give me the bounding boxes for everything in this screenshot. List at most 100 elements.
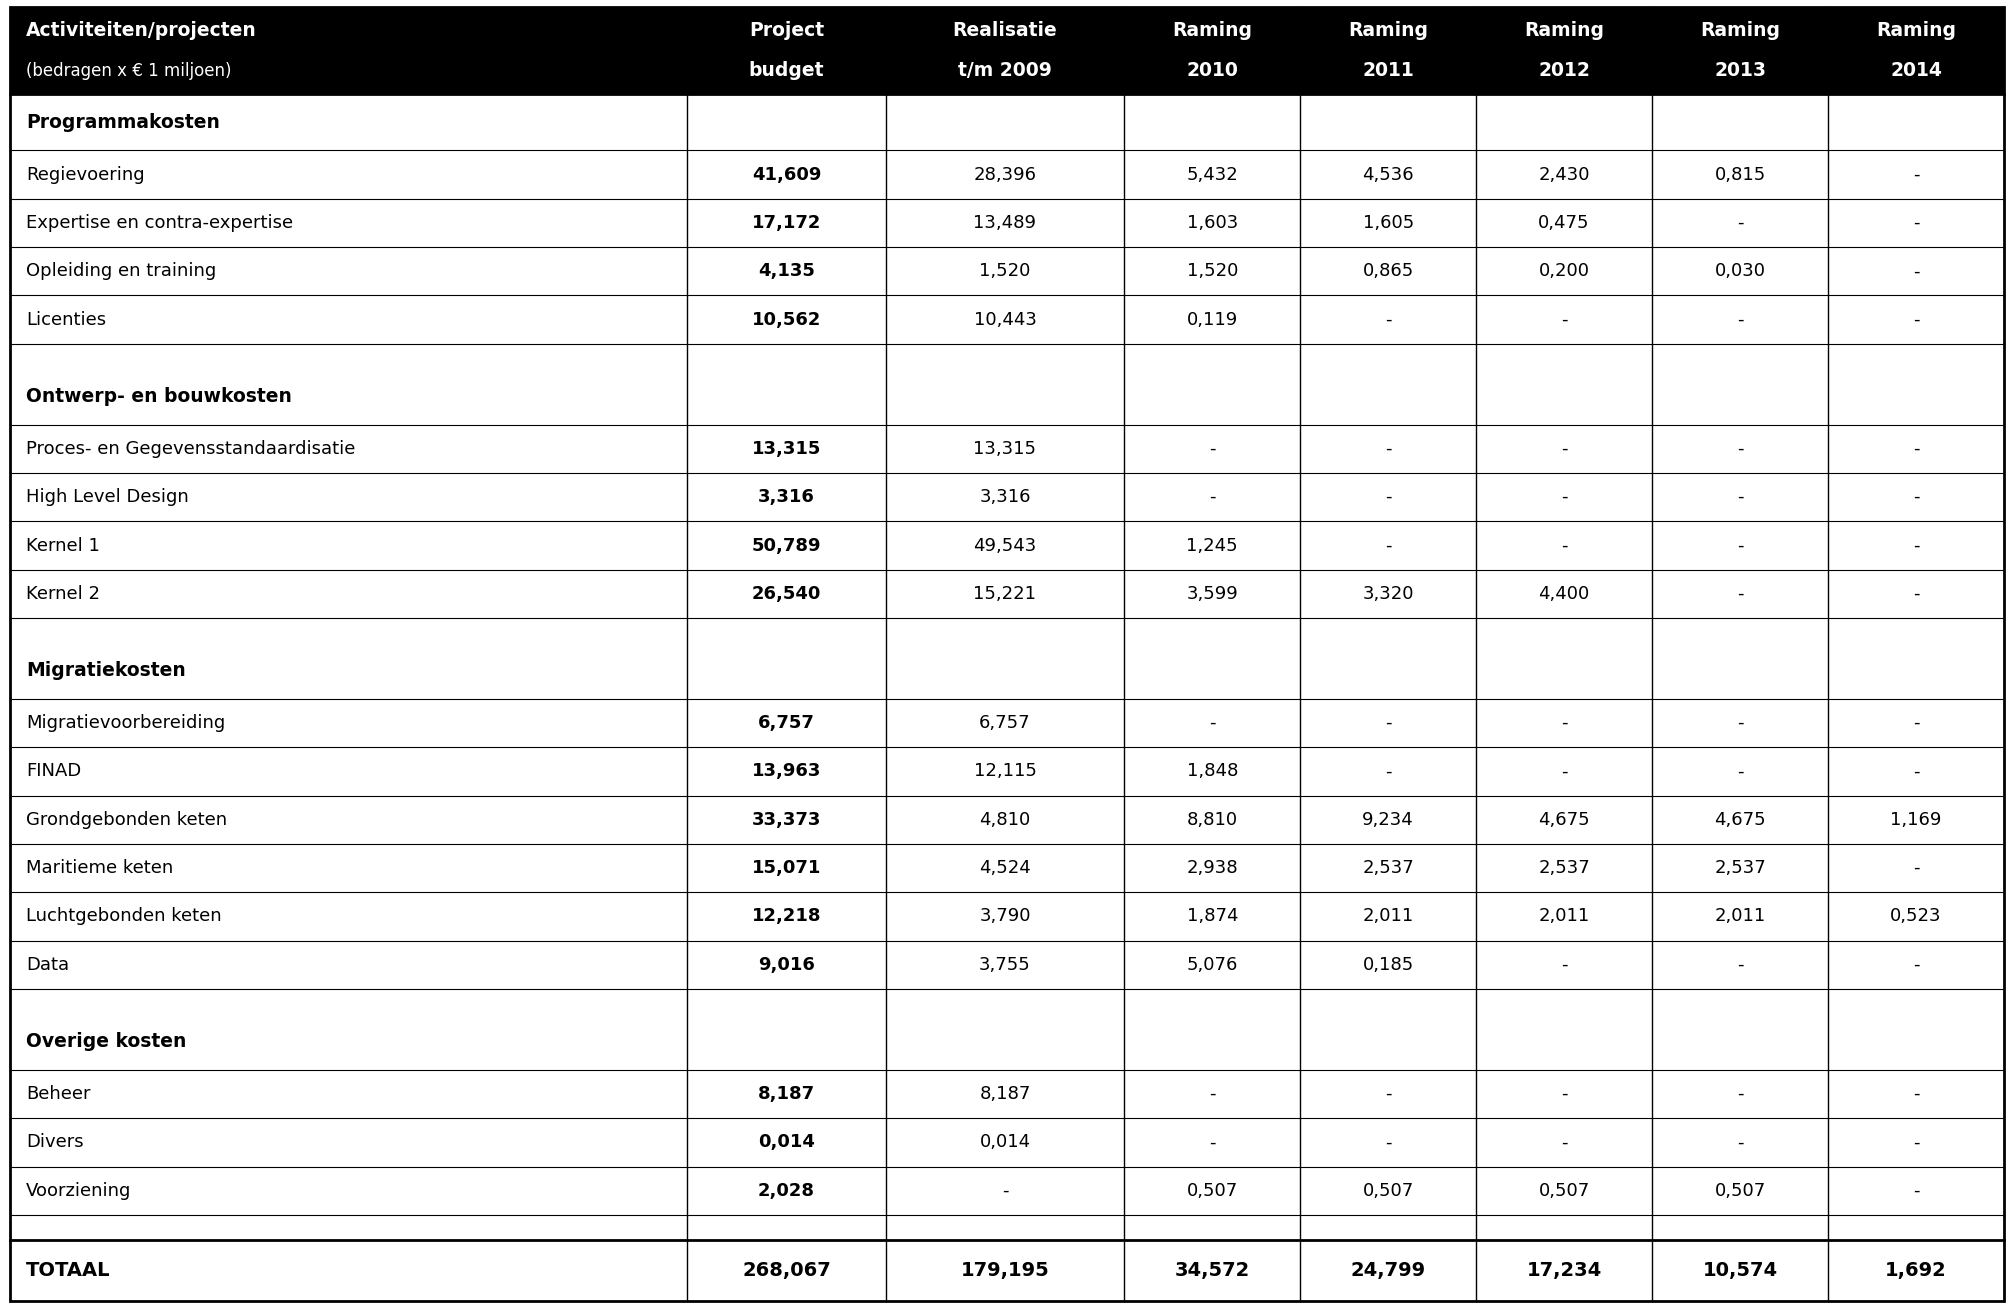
Text: -: -: [1386, 439, 1392, 458]
Text: -: -: [1208, 1086, 1216, 1103]
Text: -: -: [1913, 956, 1919, 973]
Text: 15,221: 15,221: [973, 585, 1037, 603]
Text: 2,537: 2,537: [1361, 859, 1414, 878]
Text: 0,523: 0,523: [1891, 908, 1941, 926]
Text: 13,489: 13,489: [973, 215, 1037, 232]
Text: -: -: [1561, 1086, 1567, 1103]
Text: 1,874: 1,874: [1186, 908, 1239, 926]
Text: 15,071: 15,071: [751, 859, 822, 878]
Text: -: -: [1561, 439, 1567, 458]
Text: 2,537: 2,537: [1539, 859, 1589, 878]
Text: 28,396: 28,396: [973, 166, 1037, 183]
Text: 4,524: 4,524: [979, 859, 1031, 878]
Text: 4,135: 4,135: [757, 263, 816, 280]
Text: 0,475: 0,475: [1539, 215, 1589, 232]
Text: Programmakosten: Programmakosten: [26, 112, 220, 132]
Text: 2,011: 2,011: [1539, 908, 1589, 926]
Text: TOTAAL: TOTAAL: [26, 1261, 111, 1281]
Text: 1,605: 1,605: [1363, 215, 1414, 232]
Text: 3,599: 3,599: [1186, 585, 1239, 603]
Text: Luchtgebonden keten: Luchtgebonden keten: [26, 908, 222, 926]
Text: -: -: [1736, 763, 1744, 781]
Text: 0,185: 0,185: [1363, 956, 1414, 973]
Text: 17,172: 17,172: [751, 215, 822, 232]
Text: Regievoering: Regievoering: [26, 166, 145, 183]
Text: 10,574: 10,574: [1702, 1261, 1778, 1281]
Text: 2,938: 2,938: [1186, 859, 1239, 878]
Text: 179,195: 179,195: [961, 1261, 1049, 1281]
Text: 0,119: 0,119: [1186, 310, 1239, 328]
Text: 0,507: 0,507: [1539, 1181, 1589, 1199]
Text: 2013: 2013: [1714, 61, 1766, 80]
Text: 9,016: 9,016: [757, 956, 816, 973]
Text: 2014: 2014: [1889, 61, 1941, 80]
Text: 2,011: 2,011: [1363, 908, 1414, 926]
Text: -: -: [1913, 859, 1919, 878]
Text: 1,520: 1,520: [979, 263, 1031, 280]
Text: Voorziening: Voorziening: [26, 1181, 131, 1199]
Text: -: -: [1913, 166, 1919, 183]
Text: Realisatie: Realisatie: [953, 21, 1057, 39]
Text: 13,315: 13,315: [751, 439, 822, 458]
Text: Activiteiten/projecten: Activiteiten/projecten: [26, 21, 258, 39]
Text: 1,603: 1,603: [1186, 215, 1239, 232]
Text: Kernel 2: Kernel 2: [26, 585, 101, 603]
Text: Raming: Raming: [1700, 21, 1780, 39]
Text: -: -: [1561, 956, 1567, 973]
Text: 41,609: 41,609: [751, 166, 822, 183]
Text: -: -: [1913, 263, 1919, 280]
Text: -: -: [1913, 1086, 1919, 1103]
Text: 1,245: 1,245: [1186, 536, 1239, 555]
Text: 2,537: 2,537: [1714, 859, 1766, 878]
Text: 4,810: 4,810: [979, 811, 1031, 829]
Text: 13,963: 13,963: [751, 763, 822, 781]
Text: (bedragen x € 1 miljoen): (bedragen x € 1 miljoen): [26, 61, 232, 80]
Text: Raming: Raming: [1875, 21, 1956, 39]
Text: Opleiding en training: Opleiding en training: [26, 263, 215, 280]
Text: -: -: [1913, 585, 1919, 603]
Text: budget: budget: [749, 61, 824, 80]
Text: Raming: Raming: [1172, 21, 1253, 39]
Text: -: -: [1913, 439, 1919, 458]
Text: Kernel 1: Kernel 1: [26, 536, 101, 555]
Text: -: -: [1913, 1181, 1919, 1199]
Text: -: -: [1001, 1181, 1009, 1199]
Text: -: -: [1561, 536, 1567, 555]
Text: -: -: [1386, 488, 1392, 506]
Text: -: -: [1386, 1134, 1392, 1151]
Text: -: -: [1913, 310, 1919, 328]
Text: 8,187: 8,187: [979, 1086, 1031, 1103]
Text: 34,572: 34,572: [1174, 1261, 1251, 1281]
Text: 49,543: 49,543: [973, 536, 1037, 555]
Text: 0,014: 0,014: [979, 1134, 1031, 1151]
Text: Migratievoorbereiding: Migratievoorbereiding: [26, 714, 226, 732]
Text: -: -: [1208, 1134, 1216, 1151]
Text: 1,169: 1,169: [1891, 811, 1941, 829]
Text: 8,810: 8,810: [1186, 811, 1239, 829]
Text: 12,218: 12,218: [751, 908, 822, 926]
Text: 2011: 2011: [1361, 61, 1414, 80]
Text: 1,848: 1,848: [1186, 763, 1239, 781]
Text: FINAD: FINAD: [26, 763, 81, 781]
Text: -: -: [1736, 585, 1744, 603]
Text: -: -: [1736, 215, 1744, 232]
Text: -: -: [1561, 310, 1567, 328]
Text: 24,799: 24,799: [1351, 1261, 1426, 1281]
Text: 50,789: 50,789: [751, 536, 822, 555]
Text: -: -: [1386, 763, 1392, 781]
Text: 4,675: 4,675: [1714, 811, 1766, 829]
Text: 17,234: 17,234: [1527, 1261, 1601, 1281]
Text: -: -: [1736, 310, 1744, 328]
Text: -: -: [1561, 763, 1567, 781]
Text: 3,320: 3,320: [1361, 585, 1414, 603]
Text: 3,316: 3,316: [979, 488, 1031, 506]
Text: -: -: [1736, 488, 1744, 506]
Text: 2,011: 2,011: [1714, 908, 1766, 926]
Text: 2,430: 2,430: [1539, 166, 1589, 183]
Text: -: -: [1208, 488, 1216, 506]
Text: 1,692: 1,692: [1885, 1261, 1948, 1281]
Text: Ontwerp- en bouwkosten: Ontwerp- en bouwkosten: [26, 387, 292, 405]
Text: 26,540: 26,540: [751, 585, 822, 603]
Text: 10,443: 10,443: [973, 310, 1037, 328]
Text: 5,076: 5,076: [1186, 956, 1239, 973]
